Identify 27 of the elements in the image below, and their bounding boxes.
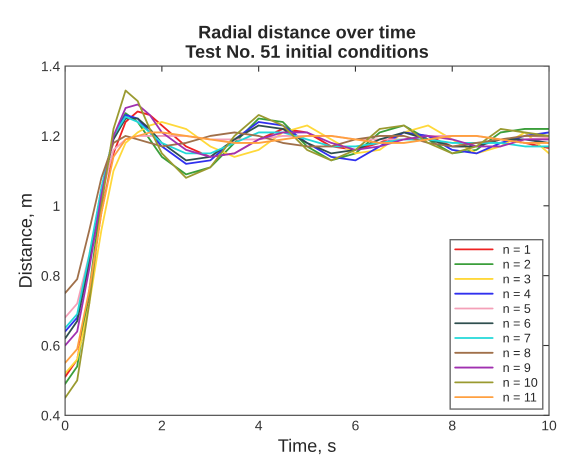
legend-label: n = 3	[504, 274, 530, 284]
x-tick-label: 8	[448, 420, 456, 430]
x-tick-label: 0	[62, 420, 68, 430]
x-tick-label: 6	[352, 420, 359, 430]
legend-label: n = 8	[504, 348, 530, 358]
y-axis-title: Distance, m	[18, 194, 34, 287]
legend-label: n = 5	[504, 304, 530, 313]
legend-label: n = 6	[504, 318, 530, 328]
x-tick-label: 4	[255, 420, 262, 430]
x-tick-label: 10	[542, 420, 556, 430]
y-tick-label: 0.6	[41, 340, 60, 351]
y-tick-label: 1.4	[42, 62, 60, 72]
legend-label: n = 10	[504, 378, 538, 387]
y-tick-label: 1	[54, 201, 60, 211]
chart-subtitle: Test No. 51 initial conditions	[186, 44, 428, 58]
x-tick-label: 2	[158, 420, 166, 430]
y-tick-label: 1.2	[42, 131, 60, 141]
x-axis-title: Time, s	[278, 438, 336, 454]
legend-label: n = 4	[504, 289, 530, 298]
legend-label: n = 7	[504, 334, 530, 342]
legend-label: n = 1	[504, 245, 530, 254]
y-tick-label: 0.4	[41, 410, 60, 421]
y-tick-label: 0.8	[41, 270, 60, 281]
legend-label: n = 9	[504, 363, 530, 372]
legend-label: n = 11	[504, 392, 536, 402]
legend-label: n = 2	[504, 260, 530, 269]
chart-title: Radial distance over time	[199, 25, 416, 38]
